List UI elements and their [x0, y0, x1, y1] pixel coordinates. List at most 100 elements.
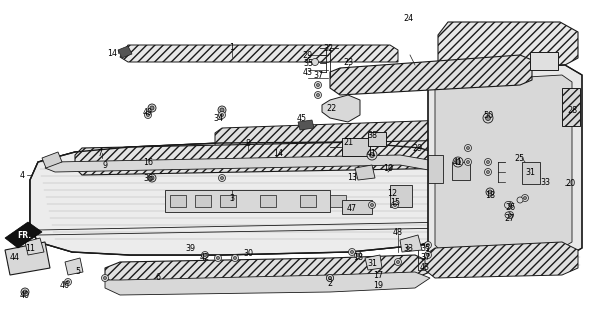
- Polygon shape: [105, 272, 430, 295]
- Text: 5: 5: [75, 268, 81, 276]
- Circle shape: [221, 177, 224, 180]
- Circle shape: [21, 288, 29, 296]
- Text: 31: 31: [367, 259, 377, 268]
- Circle shape: [314, 92, 322, 99]
- Text: 18: 18: [353, 253, 363, 262]
- Text: 30: 30: [243, 249, 253, 258]
- Text: 6: 6: [156, 274, 161, 283]
- Circle shape: [204, 253, 207, 257]
- Circle shape: [148, 174, 156, 182]
- Text: 37: 37: [313, 70, 323, 79]
- Text: 41: 41: [453, 157, 463, 166]
- Circle shape: [103, 276, 106, 279]
- Text: 43: 43: [303, 68, 313, 76]
- Polygon shape: [435, 75, 572, 252]
- Text: 21: 21: [343, 138, 353, 147]
- Circle shape: [328, 276, 331, 279]
- Text: 25: 25: [515, 154, 525, 163]
- Text: 24: 24: [403, 13, 413, 22]
- Circle shape: [466, 147, 469, 149]
- Text: 46: 46: [60, 281, 70, 290]
- Text: 18: 18: [485, 190, 495, 199]
- Circle shape: [233, 257, 237, 260]
- Circle shape: [215, 254, 221, 261]
- Circle shape: [486, 171, 489, 173]
- Polygon shape: [118, 46, 132, 58]
- Polygon shape: [120, 45, 398, 62]
- Text: 42: 42: [200, 253, 210, 262]
- Text: 1: 1: [229, 43, 235, 52]
- Circle shape: [218, 111, 226, 118]
- Text: 43: 43: [420, 263, 430, 273]
- Polygon shape: [45, 155, 455, 178]
- Circle shape: [506, 212, 514, 219]
- Bar: [522, 162, 540, 184]
- Text: 29: 29: [413, 143, 423, 153]
- Circle shape: [64, 278, 72, 285]
- Circle shape: [465, 145, 471, 151]
- Text: 45: 45: [297, 114, 307, 123]
- Bar: [530, 52, 558, 70]
- Text: 41: 41: [367, 148, 377, 157]
- Bar: [330, 195, 346, 207]
- Circle shape: [356, 253, 359, 257]
- Circle shape: [395, 259, 401, 266]
- Text: 49: 49: [143, 108, 153, 116]
- Text: 16: 16: [143, 157, 153, 166]
- Circle shape: [218, 106, 226, 114]
- Bar: [165, 190, 330, 212]
- Circle shape: [314, 82, 322, 89]
- Text: 33: 33: [403, 244, 413, 252]
- Text: 28: 28: [567, 106, 577, 115]
- Circle shape: [453, 157, 463, 167]
- Polygon shape: [30, 142, 462, 255]
- Text: 3: 3: [229, 194, 235, 203]
- Circle shape: [522, 195, 528, 202]
- Circle shape: [232, 254, 238, 261]
- Polygon shape: [365, 255, 382, 270]
- Polygon shape: [438, 22, 578, 72]
- Bar: [195, 195, 211, 207]
- Text: 14: 14: [107, 49, 117, 58]
- Circle shape: [396, 260, 399, 263]
- Circle shape: [317, 93, 319, 97]
- Text: 36: 36: [143, 173, 153, 182]
- Circle shape: [424, 242, 432, 249]
- Circle shape: [148, 104, 156, 112]
- Circle shape: [328, 276, 331, 279]
- Text: 9: 9: [102, 161, 108, 170]
- Circle shape: [150, 176, 154, 180]
- Text: 20: 20: [565, 179, 575, 188]
- Circle shape: [392, 202, 398, 209]
- Polygon shape: [215, 120, 456, 150]
- Bar: [428, 155, 443, 183]
- Circle shape: [370, 204, 373, 206]
- Circle shape: [368, 202, 376, 209]
- Bar: [260, 195, 276, 207]
- Bar: [170, 195, 186, 207]
- Polygon shape: [330, 55, 532, 95]
- Text: 32: 32: [323, 44, 333, 52]
- Circle shape: [354, 252, 362, 259]
- Text: 40: 40: [20, 291, 30, 300]
- Circle shape: [483, 113, 493, 123]
- Circle shape: [326, 275, 334, 282]
- Circle shape: [426, 244, 429, 246]
- Circle shape: [426, 253, 429, 257]
- Text: 23: 23: [343, 58, 353, 67]
- Circle shape: [424, 252, 432, 259]
- Text: 26: 26: [505, 203, 515, 212]
- Circle shape: [370, 153, 375, 157]
- Text: 4: 4: [19, 171, 24, 180]
- Circle shape: [505, 212, 511, 218]
- Circle shape: [221, 114, 224, 116]
- Text: 14: 14: [273, 148, 283, 157]
- Text: 17: 17: [373, 270, 383, 279]
- Circle shape: [220, 108, 224, 112]
- Text: 12: 12: [387, 188, 397, 197]
- Text: 7: 7: [97, 148, 103, 157]
- Text: 38: 38: [367, 131, 377, 140]
- Bar: [342, 200, 372, 214]
- Circle shape: [350, 251, 353, 253]
- Text: 35: 35: [303, 59, 313, 68]
